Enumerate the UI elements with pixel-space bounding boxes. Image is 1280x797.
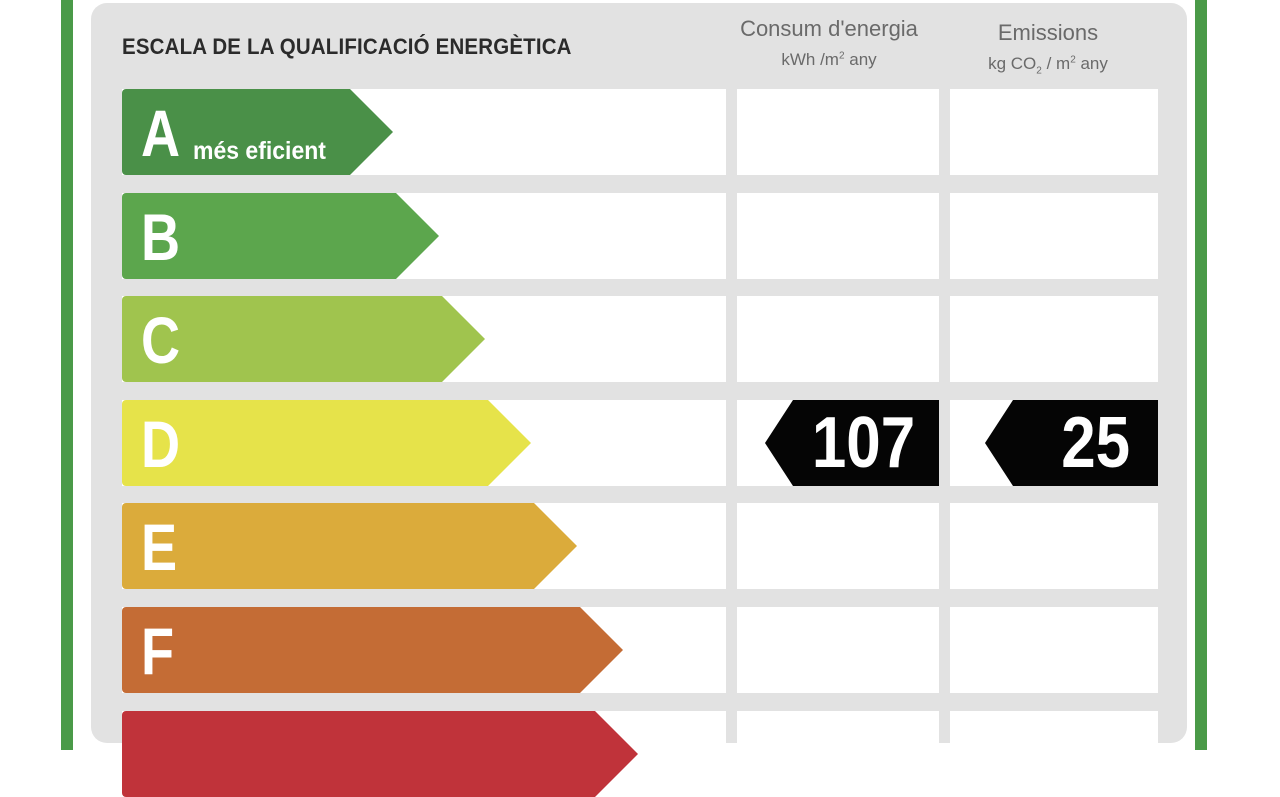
- emissions-label: Emissions: [997, 20, 1099, 45]
- emissions-header: Emissions kg CO2 / m2 any: [950, 20, 1146, 76]
- consumption-value-tag: 107: [765, 400, 939, 486]
- rating-row-g: [0, 711, 1280, 797]
- rating-arrow: [122, 711, 638, 797]
- rating-letter: E: [141, 510, 178, 584]
- rating-letter: D: [141, 407, 181, 481]
- scale-title: ESCALA DE LA QUALIFICACIÓ ENERGÈTICA: [122, 34, 572, 59]
- emissions-value: 25: [1061, 403, 1130, 483]
- consumption-value: 107: [811, 403, 915, 483]
- rating-letter: F: [141, 614, 175, 688]
- rating-row-c: C: [0, 296, 1280, 382]
- rating-arrow: [122, 607, 623, 693]
- rating-letter: B: [141, 200, 181, 274]
- consumption-cell: [737, 607, 939, 693]
- emissions-cell: [950, 711, 1158, 797]
- rating-row-f: F: [0, 607, 1280, 693]
- rating-arrow: [122, 89, 393, 175]
- rating-letter: A: [141, 96, 181, 170]
- consumption-label: Consum d'energia: [740, 16, 918, 41]
- emissions-cell: [950, 607, 1158, 693]
- rating-arrow: [122, 193, 439, 279]
- emissions-cell: [950, 296, 1158, 382]
- rating-letter: C: [141, 303, 181, 377]
- emissions-value-tag: 25: [985, 400, 1158, 486]
- consumption-cell: [737, 503, 939, 589]
- emissions-cell: [950, 193, 1158, 279]
- rating-row-e: E: [0, 503, 1280, 589]
- rating-row-d: D 107 25: [0, 400, 1280, 486]
- consumption-cell: [737, 296, 939, 382]
- consumption-unit: kWh /m2 any: [781, 50, 877, 69]
- rating-row-b: B: [0, 193, 1280, 279]
- emissions-unit: kg CO2 / m2 any: [988, 54, 1108, 77]
- emissions-cell: [950, 89, 1158, 175]
- rating-tagline: més eficient: [193, 137, 326, 165]
- consumption-cell: [737, 193, 939, 279]
- emissions-cell: [950, 503, 1158, 589]
- consumption-header: Consum d'energia kWh /m2 any: [736, 16, 922, 70]
- consumption-cell: [737, 711, 939, 797]
- rating-arrow: [122, 296, 485, 382]
- certificate-border: [61, 0, 1207, 750]
- rating-arrow: [122, 503, 577, 589]
- consumption-cell: [737, 89, 939, 175]
- rating-arrow: [122, 400, 531, 486]
